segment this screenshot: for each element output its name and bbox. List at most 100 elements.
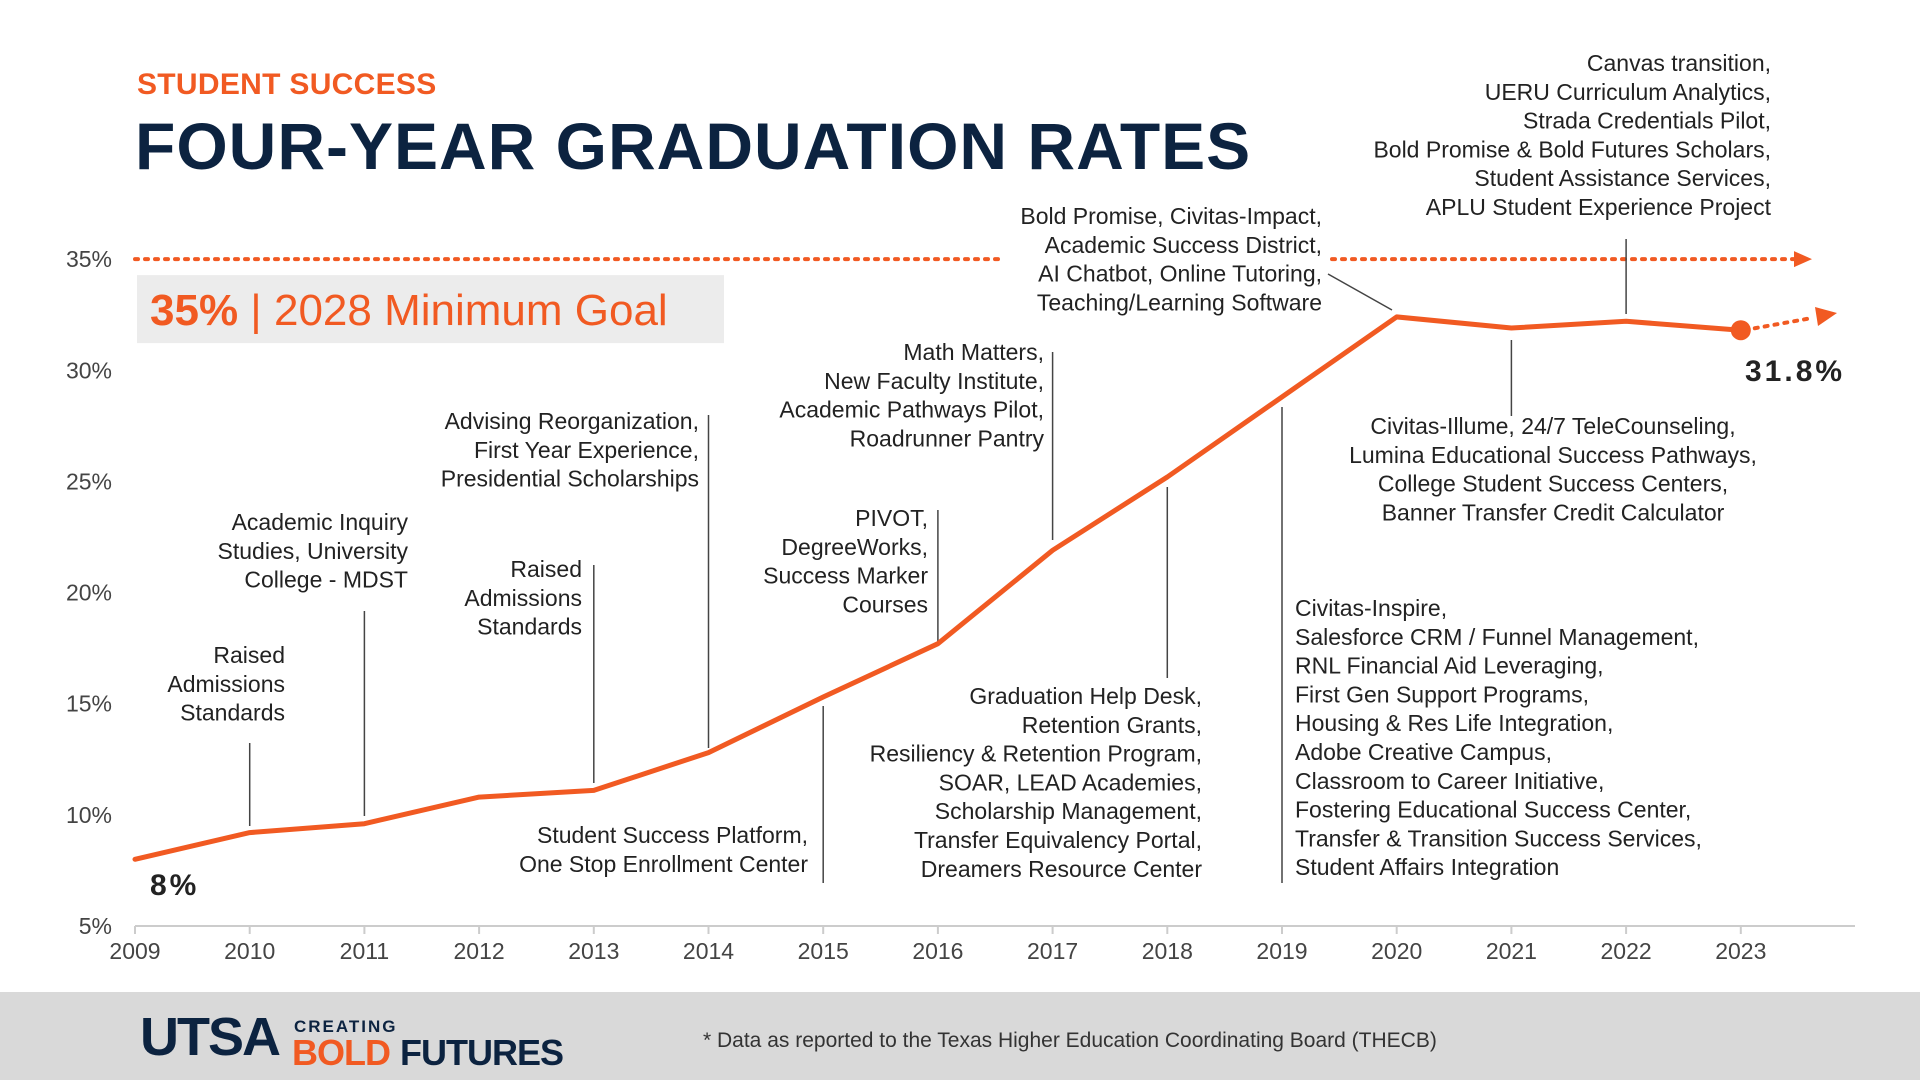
goal-arrow-icon [1794, 251, 1812, 268]
y-tick-label: 15% [66, 691, 112, 717]
x-tick-label: 2014 [683, 938, 734, 964]
page-title: FOUR-YEAR GRADUATION RATES [135, 109, 1252, 183]
annotation-line: Student Assistance Services, [1474, 165, 1771, 191]
annotation-text: Advising Reorganization, First Year Exper… [441, 408, 699, 492]
x-tick-label: 2023 [1715, 938, 1766, 964]
annotation-line: One Stop Enrollment Center [519, 851, 808, 877]
x-tick-label: 2009 [109, 938, 160, 964]
x-tick-label: 2016 [912, 938, 963, 964]
annotation-line: New Faculty Institute, [824, 368, 1044, 394]
x-tick-label: 2012 [454, 938, 505, 964]
y-tick-label: 35% [66, 246, 112, 272]
annotation-line: Student Affairs Integration [1295, 854, 1559, 880]
annotation-line: Success Marker [763, 563, 928, 589]
x-tick-label: 2011 [340, 938, 389, 964]
annotation-line: Academic Success District, [1045, 232, 1322, 258]
annotation-line: Roadrunner Pantry [850, 425, 1045, 451]
annotation-text: Civitas-Illume, 24/7 TeleCounseling, Lumi… [1349, 413, 1757, 525]
series-line [132, 314, 1744, 862]
annotation-line: Lumina Educational Success Pathways, [1349, 442, 1757, 468]
annotation-text: Canvas transition, UERU Curriculum Analyt… [1373, 50, 1771, 220]
annotation-line: Housing & Res Life Integration, [1295, 710, 1613, 736]
projection-arrow-icon [1815, 307, 1837, 326]
annotation-text: Student Success Platform, One Stop Enroll… [519, 822, 808, 877]
annotation-line: Classroom to Career Initiative, [1295, 768, 1604, 794]
annotation-line: Banner Transfer Credit Calculator [1382, 499, 1725, 525]
annotation-line: Advising Reorganization, [445, 408, 699, 434]
goal-pct: 35% [150, 286, 238, 335]
annotation-line: Canvas transition, [1587, 50, 1771, 76]
goal-label: 35% | 2028 Minimum Goal [150, 286, 668, 335]
annotation-line: PIVOT, [855, 505, 928, 531]
annotation-text: Bold Promise, Civitas-Impact, Academic Su… [1020, 203, 1322, 315]
y-tick-label: 5% [79, 913, 112, 939]
x-tick-label: 2018 [1142, 938, 1193, 964]
annotation-line: DegreeWorks, [781, 534, 928, 560]
annotation-line: Bold Promise, Civitas-Impact, [1020, 203, 1322, 229]
annotation-line: Studies, University [218, 538, 409, 564]
annotation-line: First Year Experience, [474, 437, 699, 463]
annotation-line: Transfer Equivalency Portal, [914, 827, 1202, 853]
annotation-text: PIVOT, DegreeWorks, Success Marker Courses [763, 505, 928, 617]
x-tick-label: 2019 [1256, 938, 1307, 964]
goal-box [137, 275, 724, 344]
annotation-line: APLU Student Experience Project [1426, 194, 1772, 220]
annotation-line: Raised [510, 556, 582, 582]
projection-line [1752, 316, 1814, 331]
annotation-line: Civitas-Illume, 24/7 TeleCounseling, [1370, 413, 1735, 439]
annotation-line: Bold Promise & Bold Futures Scholars, [1373, 136, 1771, 162]
x-tick-label: 2017 [1027, 938, 1078, 964]
graduation-rate-chart: 2009 2010 2011 2012 2013 2014 2015 2016 2017 2018… [66, 50, 1855, 964]
annotation-line: Transfer & Transition Success Services, [1295, 825, 1702, 851]
annotation-text: Graduation Help Desk, Retention Grants, Re… [870, 683, 1203, 882]
annotation-line: Adobe Creative Campus, [1295, 739, 1552, 765]
annotation-line: Civitas-Inspire, [1295, 595, 1447, 621]
goal-separator: | [238, 286, 274, 335]
annotation-line: Dreamers Resource Center [921, 856, 1203, 882]
annotation-line: Scholarship Management, [935, 798, 1202, 824]
annotation-line: Presidential Scholarships [441, 466, 699, 492]
annotation-line: UERU Curriculum Analytics, [1485, 79, 1771, 105]
annotation-leader-line [1327, 273, 1393, 311]
annotation-line: Fostering Educational Success Center, [1295, 797, 1691, 823]
annotation-line: Math Matters, [903, 339, 1044, 365]
annotation-line: Teaching/Learning Software [1037, 289, 1322, 315]
end-value-label: 31.8% [1745, 355, 1845, 388]
annotation-line: College - MDST [244, 567, 408, 593]
annotation-line: Strada Credentials Pilot, [1523, 108, 1771, 134]
footnote: * Data as reported to the Texas Higher E… [703, 1029, 1437, 1052]
annotation-line: Standards [477, 614, 582, 640]
x-tick-label: 2010 [224, 938, 275, 964]
goal-text: 2028 Minimum Goal [274, 286, 668, 335]
annotation-text: Raised Admissions Standards [167, 642, 285, 726]
logo-futures-text: FUTURES [400, 1032, 564, 1073]
y-tick-label: 10% [66, 802, 112, 828]
annotation-text: Civitas-Inspire, Salesforce CRM / Funnel … [1295, 595, 1702, 880]
data-point [1730, 320, 1751, 341]
annotation-line: Courses [842, 591, 928, 617]
annotation-text: Raised Admissions Standards [464, 556, 582, 640]
annotation-line: Salesforce CRM / Funnel Management, [1295, 624, 1699, 650]
annotation-line: Raised [213, 642, 285, 668]
annotation-line: Standards [180, 700, 285, 726]
utsa-logo: UTSA [140, 1007, 281, 1067]
annotation-line: Student Success Platform, [537, 822, 808, 848]
x-tick-label: 2020 [1371, 938, 1422, 964]
footer-bar [0, 992, 1920, 1080]
x-tick-label: 2021 [1486, 938, 1537, 964]
annotation-line: SOAR, LEAD Academies, [939, 769, 1202, 795]
annotation-line: AI Chatbot, Online Tutoring, [1038, 261, 1322, 287]
x-tick-label: 2022 [1601, 938, 1652, 964]
annotation-line: Academic Pathways Pilot, [779, 397, 1044, 423]
section-kicker: STUDENT SUCCESS [137, 68, 437, 101]
annotation-line: First Gen Support Programs, [1295, 681, 1589, 707]
x-tick-label: 2013 [568, 938, 619, 964]
x-tick-label: 2015 [798, 938, 849, 964]
y-tick-label: 25% [66, 468, 112, 494]
annotation-text: Academic Inquiry Studies, University Colle… [218, 509, 409, 593]
start-value-label: 8% [150, 869, 199, 902]
logo-creating-text: CREATING [294, 1017, 398, 1036]
annotation-line: Resiliency & Retention Program, [870, 741, 1202, 767]
annotation-line: Admissions [167, 671, 285, 697]
annotation-line: Retention Grants, [1022, 712, 1202, 738]
